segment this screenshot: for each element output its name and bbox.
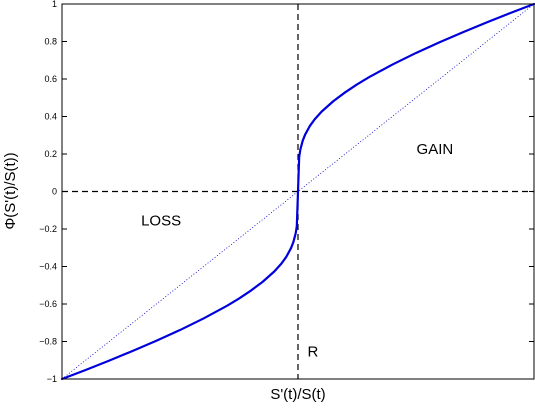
y-tick-label: 0.6 xyxy=(44,74,57,84)
y-tick-label: 0.2 xyxy=(44,149,57,159)
annotation-gain: GAIN xyxy=(417,141,454,158)
y-tick-label: −0.8 xyxy=(39,337,57,347)
y-tick-label: −0.2 xyxy=(39,224,57,234)
annotation-r: R xyxy=(307,344,318,361)
value-function-series xyxy=(60,2,535,381)
y-tick-label: −0.6 xyxy=(39,299,57,309)
y-axis-title: Φ(S'(t)/S(t)) xyxy=(2,152,19,229)
y-tick-label: 0.8 xyxy=(44,37,57,47)
series-layer xyxy=(60,2,535,381)
y-tick-label: −0.4 xyxy=(39,262,57,272)
y-axis-ticks: 1 0.8 0.6 0.4 0.2 0 −0.2 −0.4 −0.6 −0.8 −1 xyxy=(39,0,534,384)
annotations-layer: GAIN LOSS R xyxy=(141,141,453,361)
annotation-loss: LOSS xyxy=(141,212,181,229)
x-axis-title: S'(t)/S(t) xyxy=(270,386,325,403)
y-tick-label: 1 xyxy=(52,0,57,9)
y-tick-label: 0 xyxy=(52,187,57,197)
y-tick-label: 0.4 xyxy=(44,112,57,122)
y-tick-label: −1 xyxy=(47,374,57,384)
